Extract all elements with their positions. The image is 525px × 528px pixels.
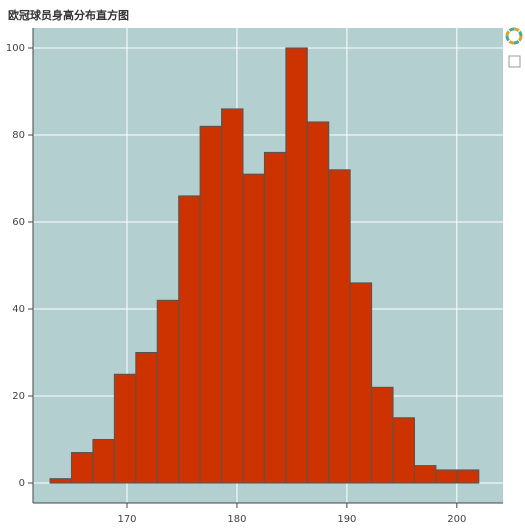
bar [199, 125, 223, 484]
y-tick-label: 40 [12, 304, 25, 315]
x-tick-label: 180 [227, 514, 246, 525]
bar [70, 452, 94, 484]
bar [135, 351, 158, 484]
bar [328, 169, 351, 484]
x-tick-label: 200 [447, 514, 466, 525]
bar [392, 417, 415, 484]
y-tick-label: 0 [19, 478, 25, 489]
toolbar [505, 27, 523, 68]
y-tick-label: 20 [12, 391, 25, 402]
save-tool[interactable] [508, 55, 521, 68]
x-tick-label: 190 [337, 514, 356, 525]
bar [92, 438, 115, 484]
bar [285, 47, 308, 484]
bar [178, 195, 201, 484]
y-tick-label: 100 [6, 43, 25, 54]
y-tick-label: 80 [12, 130, 25, 141]
logo-ring [505, 27, 523, 45]
bar [349, 282, 373, 484]
bar [306, 121, 330, 484]
bar [156, 299, 180, 484]
bokeh-logo[interactable] [505, 27, 523, 45]
bar [49, 478, 72, 484]
chart-title: 欧冠球员身高分布直方图 [8, 8, 129, 22]
bar [113, 373, 137, 484]
bar [242, 173, 265, 484]
y-tick-label: 60 [12, 217, 25, 228]
bar [371, 386, 394, 484]
logo-ring [505, 27, 523, 45]
bar [221, 108, 244, 484]
bar [456, 469, 480, 484]
bar [263, 151, 287, 484]
bar [435, 469, 458, 484]
bar [413, 465, 437, 484]
x-tick-label: 170 [117, 514, 136, 525]
